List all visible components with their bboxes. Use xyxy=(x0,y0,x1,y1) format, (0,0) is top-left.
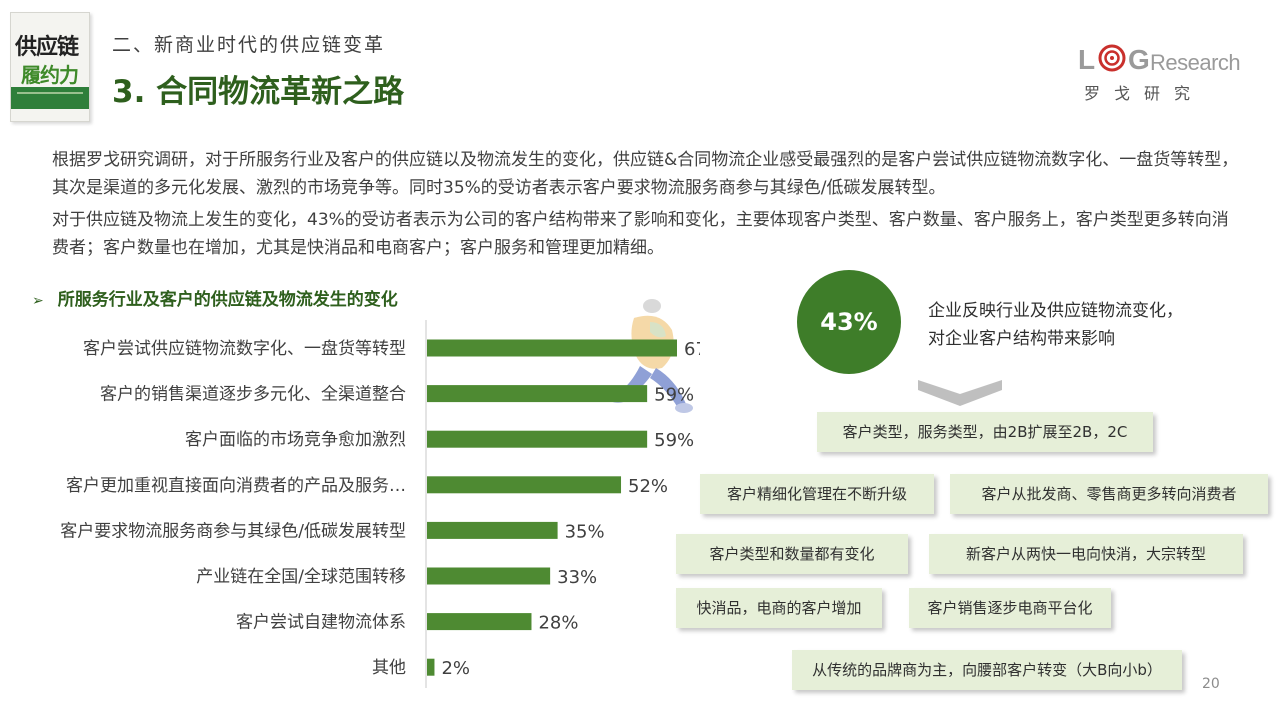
intro-paragraph-1: 根据罗戈研究调研，对于所服务行业及客户的供应链以及物流发生的变化，供应链&合同物… xyxy=(52,150,1239,198)
bar xyxy=(427,385,648,403)
tag-refined-management: 客户精细化管理在不断升级 xyxy=(700,474,934,514)
percent-caption: 企业反映行业及供应链物流变化，对企业客户结构带来影响 xyxy=(928,301,1183,349)
bar xyxy=(427,567,551,585)
tag-toward-consumers: 客户从批发商、零售商更多转向消费者 xyxy=(950,474,1268,514)
logo-letter-g: G xyxy=(1128,44,1150,75)
category-label: 客户面临的市场竞争愈加激烈 xyxy=(185,430,406,450)
logo-letter-l: L xyxy=(1078,44,1096,75)
page-title: 3. 合同物流革新之路 xyxy=(112,74,405,110)
logo-research: Research xyxy=(1150,50,1241,75)
book-title-line1: 供应链 xyxy=(15,35,79,60)
bar xyxy=(427,521,558,539)
category-label: 客户要求物流服务商参与其绿色/低碳发展转型 xyxy=(60,521,406,541)
category-label: 产业链在全国/全球范围转移 xyxy=(196,567,406,587)
book-cover-image: 供应链 履约力 xyxy=(10,12,90,122)
book-title-line2: 履约力 xyxy=(21,63,79,87)
value-label: 28% xyxy=(538,613,578,634)
chart-heading-text: 所服务行业及客户的供应链及物流发生的变化 xyxy=(57,290,398,310)
tag-brand-to-mid-tier: 从传统的品牌商为主，向腰部客户转变（大B向小b） xyxy=(792,650,1182,690)
tag-client-type: 客户类型，服务类型，由2B扩展至2B，2C xyxy=(817,412,1153,452)
book-cover-band xyxy=(11,87,89,109)
value-label: 59% xyxy=(654,385,694,406)
value-label: 35% xyxy=(565,521,605,542)
tag-ecommerce-platform: 客户销售逐步电商平台化 xyxy=(909,588,1111,628)
category-label: 客户更加重视直接面向消费者的产品及服务… xyxy=(66,476,406,496)
section-heading: 二、新商业时代的供应链变革 xyxy=(112,34,386,56)
logo-chinese: 罗戈研究 xyxy=(1084,84,1205,103)
tag-type-and-quantity: 客户类型和数量都有变化 xyxy=(676,534,908,574)
page-number: 20 xyxy=(1202,676,1220,692)
value-label: 59% xyxy=(654,430,694,451)
category-label: 客户尝试自建物流体系 xyxy=(236,613,406,633)
bar xyxy=(427,658,435,676)
category-label: 客户的销售渠道逐步多元化、全渠道整合 xyxy=(100,385,406,405)
percent-circle: 43% xyxy=(797,270,901,374)
target-icon xyxy=(1098,44,1126,72)
category-label: 客户尝试供应链物流数字化、一盘货等转型 xyxy=(83,339,406,359)
value-label: 67% xyxy=(684,339,700,360)
chevron-down-icon xyxy=(918,380,1002,406)
arrow-bullet-icon: ➢ xyxy=(32,293,44,309)
tag-fmcg-ecommerce-increase: 快消品，电商的客户增加 xyxy=(676,588,882,628)
category-label: 其他 xyxy=(372,658,406,678)
bar-chart: 客户尝试供应链物流数字化、一盘货等转型 67% 客户的销售渠道逐步多元化、全渠道整合… xyxy=(60,320,700,688)
bar xyxy=(427,430,648,448)
bar xyxy=(427,339,677,357)
tag-new-client-transition: 新客户从两快一电向快消，大宗转型 xyxy=(929,534,1243,574)
logo: L G Research 罗戈研究 xyxy=(1078,40,1241,103)
chart-heading: ➢ 所服务行业及客户的供应链及物流发生的变化 xyxy=(32,285,398,310)
value-label: 33% xyxy=(557,567,597,588)
intro-paragraph-2: 对于供应链及物流上发生的变化，43%的受访者表示为公司的客户结构带来了影响和变化… xyxy=(52,210,1229,258)
bar xyxy=(427,476,622,494)
value-label: 2% xyxy=(441,658,470,679)
value-label: 52% xyxy=(628,476,668,497)
bar xyxy=(427,613,532,631)
